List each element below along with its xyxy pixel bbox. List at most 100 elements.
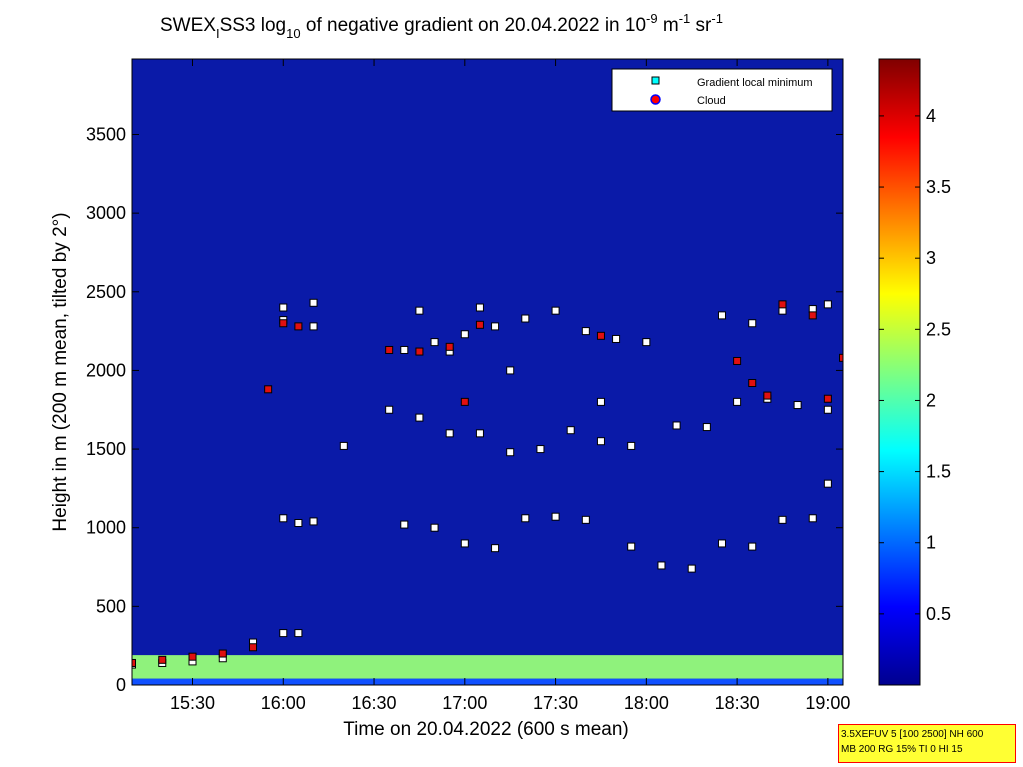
colorbar-ticks: 0.5 1 1.5 2 2.5 3 3.5 4 [879,106,951,624]
legend-marker-gradient [651,76,660,85]
cloud-marker [596,331,605,340]
y-tick-label: 2500 [86,282,126,302]
cloud-marker [158,655,167,664]
gradient-minimum-marker [294,629,303,638]
cloud-marker [748,379,757,388]
heatmap-field [132,59,843,685]
gradient-minimum-marker [627,441,636,450]
y-tick-label: 2000 [86,360,126,380]
y-axis-label: Height in m (200 m mean, tilted by 2°) [50,212,71,531]
marker-layer [132,298,843,669]
gradient-minimum-marker [521,314,530,323]
gradient-minimum-marker [385,405,394,414]
colorbar-tick-label: 4 [926,106,936,126]
gradient-minimum-marker [415,413,424,422]
chart-title: SWEXISS3 log10 of negative gradient on 2… [160,11,723,41]
gradient-minimum-marker [430,338,439,347]
gradient-minimum-marker [491,544,500,553]
y-tick-label: 1000 [86,518,126,538]
cloud-marker [218,649,227,658]
annotation-line-2: MB 200 RG 15% TI 0 HI 15 [841,744,963,755]
gradient-minimum-marker [687,564,696,573]
y-tick-label: 1500 [86,439,126,459]
cloud-marker [778,300,787,309]
gradient-minimum-marker [702,423,711,432]
gradient-minimum-marker [823,405,832,414]
colorbar-tick-label: 0.5 [926,604,951,624]
gradient-minimum-marker [430,523,439,532]
cloud-marker [460,397,469,406]
gradient-minimum-marker [612,334,621,343]
gradient-minimum-marker [566,426,575,435]
gradient-minimum-marker [717,539,726,548]
gradient-minimum-marker [309,298,318,307]
cloud-marker [385,345,394,354]
gradient-minimum-marker [506,366,515,375]
plot-frame [131,58,844,686]
x-tick-label: 18:00 [624,693,669,713]
gradient-minimum-marker [717,311,726,320]
gradient-minimum-marker [551,512,560,521]
gradient-minimum-marker [581,515,590,524]
legend: Gradient local minimum Cloud [611,68,833,112]
heatmap-surface-edge [132,678,843,685]
heatmap-background [132,59,843,685]
gradient-minimum-marker [581,327,590,336]
gradient-minimum-marker [460,539,469,548]
gradient-minimum-marker [521,514,530,523]
gradient-minimum-marker [596,437,605,446]
gradient-minimum-marker [279,629,288,638]
y-tick-label: 0 [116,675,126,695]
x-tick-label: 17:00 [442,693,487,713]
x-tick-label: 15:30 [170,693,215,713]
gradient-minimum-marker [793,401,802,410]
legend-marker-cloud [650,94,661,105]
x-tick-label: 16:30 [352,693,397,713]
cloud-marker [475,320,484,329]
cloud-marker [264,385,273,394]
cloud-marker [808,311,817,320]
gradient-minimum-marker [823,300,832,309]
y-tick-label: 500 [96,596,126,616]
legend-label-gradient: Gradient local minimum [697,77,813,89]
colorbar-tick-label: 1.5 [926,462,951,482]
gradient-minimum-marker [294,518,303,527]
gradient-minimum-marker [536,445,545,454]
gradient-minimum-marker [279,303,288,312]
cloud-marker [132,658,136,667]
gradient-minimum-marker [642,338,651,347]
x-tick-label: 17:30 [533,693,578,713]
gradient-minimum-marker [309,322,318,331]
gradient-minimum-marker [309,517,318,526]
y-tick-label: 3500 [86,124,126,144]
colorbar-tick-label: 3.5 [926,177,951,197]
gradient-minimum-marker [672,421,681,430]
legend-box [611,68,833,112]
x-tick-label: 18:30 [715,693,760,713]
x-tick-label: 16:00 [261,693,306,713]
cloud-marker [445,342,454,351]
gradient-minimum-marker [445,429,454,438]
cloud-marker [415,347,424,356]
gradient-minimum-marker [506,448,515,457]
colorbar: 0.5 1 1.5 2 2.5 3 3.5 4 [878,58,951,686]
gradient-minimum-marker [415,306,424,315]
annotation-line-1: 3.5XEFUV 5 [100 2500] NH 600 [841,729,984,740]
gradient-minimum-marker [551,306,560,315]
gradient-minimum-marker [823,479,832,488]
gradient-minimum-marker [491,322,500,331]
gradient-minimum-marker [627,542,636,551]
colorbar-tick-label: 3 [926,248,936,268]
cloud-marker [763,391,772,400]
gradient-minimum-marker [778,515,787,524]
cloud-marker [249,643,258,652]
gradient-minimum-marker [475,429,484,438]
heatmap-surface-band [132,655,843,679]
y-tick-label: 3000 [86,203,126,223]
gradient-minimum-marker [339,441,348,450]
x-axis-label: Time on 20.04.2022 (600 s mean) [343,719,629,740]
cloud-marker [188,652,197,661]
gradient-minimum-marker [657,561,666,570]
colorbar-gradient [878,58,921,686]
